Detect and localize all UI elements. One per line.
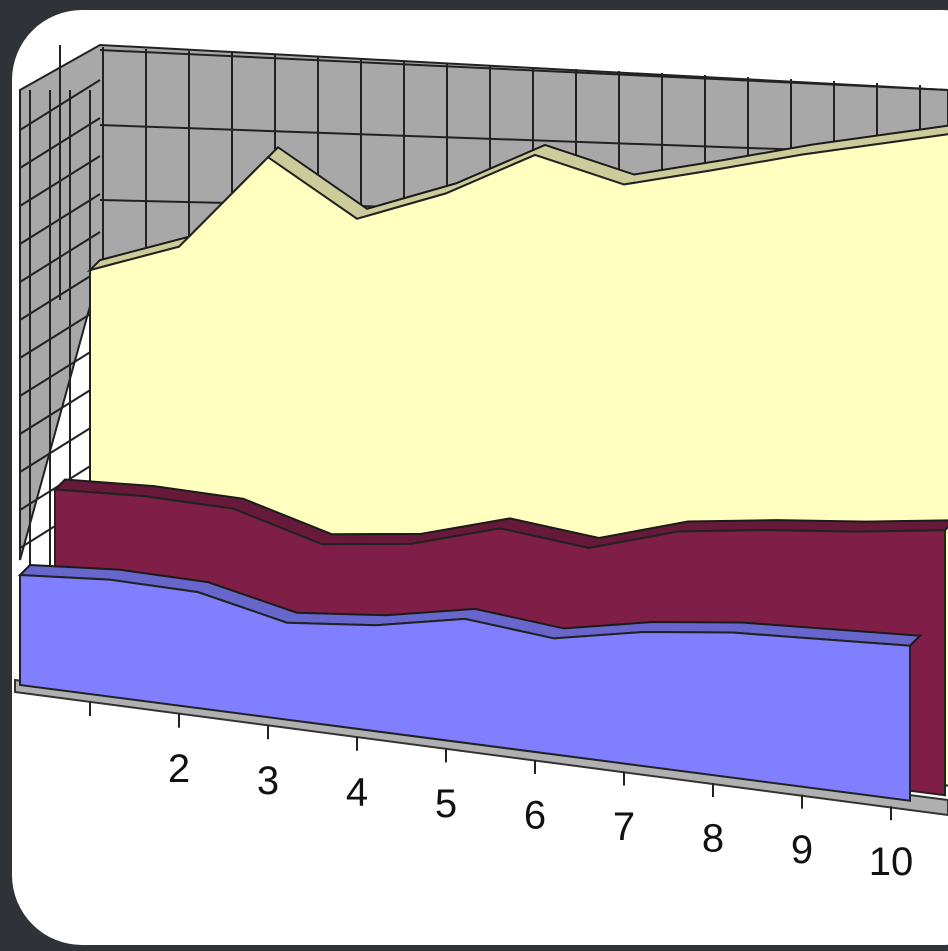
wall-grid-line [19, 421, 101, 473]
wall-grid-line [19, 345, 101, 397]
x-tick-label: 6 [524, 794, 546, 838]
x-tick-label: 8 [702, 817, 724, 861]
wall-grid-line [19, 307, 101, 359]
x-tick-label: 2 [168, 747, 190, 791]
wall-grid-line [19, 193, 101, 245]
x-tick-label: 9 [791, 828, 813, 872]
plot: 234567891011 [14, 43, 948, 884]
wall-grid-line [99, 49, 948, 91]
x-tick-label: 10 [869, 840, 914, 884]
area [19, 573, 911, 802]
wall-grid-line [19, 231, 101, 283]
x-tick-label: 3 [257, 759, 279, 803]
x-tick-label: 4 [346, 770, 368, 814]
wall-grid-line [19, 79, 101, 131]
wall-grid-line [19, 383, 101, 435]
wall-grid-line [19, 155, 101, 207]
x-tick-label: 7 [613, 805, 635, 849]
wall-grid-line [19, 269, 101, 321]
wall-grid-line [19, 117, 101, 169]
x-tick-label: 5 [435, 782, 457, 826]
